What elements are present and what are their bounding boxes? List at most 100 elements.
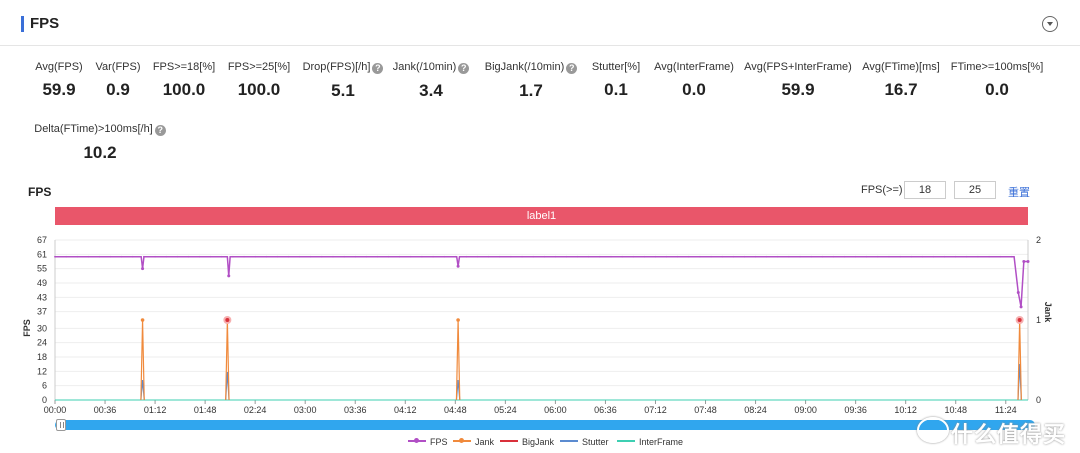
- metric-label: Stutter[%]: [546, 61, 686, 73]
- metric-label: FPS>=25[%]: [189, 61, 329, 73]
- fps-point: [954, 255, 957, 258]
- fps-point: [543, 255, 546, 258]
- metric-label-text: Avg(InterFrame): [654, 61, 734, 73]
- fps-point: [799, 255, 801, 258]
- metric-6: BigJank(/10min)? 1.7: [461, 61, 601, 101]
- help-icon[interactable]: ?: [566, 63, 578, 74]
- metric-value: 5.1: [331, 81, 355, 100]
- legend-item-bigjank[interactable]: BigJank: [500, 437, 554, 447]
- y-right-tick-label: 1: [1036, 315, 1041, 325]
- threshold-label: FPS(>=): [861, 184, 903, 196]
- metric-label: BigJank(/10min)?: [461, 61, 601, 74]
- fps-point: [843, 255, 846, 258]
- metric-label: Avg(FTime)[ms]: [831, 61, 971, 73]
- fps-point: [209, 255, 212, 258]
- stutter-spike: [225, 371, 230, 401]
- help-icon[interactable]: ?: [154, 125, 166, 136]
- help-icon[interactable]: ?: [458, 63, 470, 74]
- panel-header: FPS: [0, 0, 1080, 46]
- fps-point: [176, 255, 179, 258]
- y-tick-label: 49: [37, 278, 47, 288]
- legend-label: Stutter: [582, 437, 609, 447]
- x-tick-label: 10:48: [944, 405, 967, 415]
- metric-7: Stutter[%] 0.1: [546, 61, 686, 100]
- legend-label: FPS: [430, 437, 448, 447]
- metric-value: 0.9: [106, 80, 130, 99]
- fps-point: [298, 255, 301, 258]
- x-tick-label: 05:24: [494, 405, 517, 415]
- fps-point: [610, 255, 612, 258]
- fps-point: [265, 255, 268, 258]
- metric-value: 16.7: [884, 80, 918, 99]
- fps-point: [365, 255, 368, 258]
- fps-point: [910, 255, 913, 258]
- header-accent-bar: [21, 16, 24, 32]
- slider-handle[interactable]: [56, 419, 66, 431]
- metric-0: Avg(FPS) 59.9: [0, 61, 129, 100]
- help-icon[interactable]: ?: [372, 63, 384, 74]
- metric-value: 100.0: [237, 80, 281, 99]
- metric-3: FPS>=25[%] 100.0: [189, 61, 329, 100]
- series-fps: [55, 255, 1028, 308]
- metric-value: 59.9: [781, 80, 815, 99]
- fps-point: [988, 255, 990, 258]
- metric-label: Avg(FPS+InterFrame): [728, 61, 868, 73]
- fps-point: [120, 255, 123, 258]
- legend-swatch: [560, 440, 578, 442]
- fps-point: [398, 255, 401, 258]
- legend-item-interframe[interactable]: InterFrame: [617, 437, 683, 447]
- threshold-input-1[interactable]: [904, 181, 946, 199]
- fps-point: [131, 255, 134, 258]
- reset-button[interactable]: 重置: [1008, 187, 1030, 199]
- fps-point: [876, 255, 879, 258]
- legend-item-jank[interactable]: Jank: [453, 437, 494, 447]
- y-right-tick-label: 0: [1036, 395, 1041, 405]
- y-tick-label: 43: [37, 292, 47, 302]
- legend-item-fps[interactable]: FPS: [408, 437, 448, 447]
- metric-label: FTime>=100ms[%]: [927, 61, 1067, 73]
- fps-point: [687, 255, 690, 258]
- fps-point: [220, 255, 223, 258]
- fps-point: [143, 255, 145, 258]
- metric-value: 1.7: [519, 81, 543, 100]
- metric-label-text: Var(FPS): [95, 61, 141, 73]
- metric-4: Drop(FPS)[/h]? 5.1: [273, 61, 413, 101]
- fps-point: [654, 255, 657, 258]
- metric-label-text: Avg(FPS): [35, 61, 83, 73]
- label-band[interactable]: label1: [55, 207, 1028, 225]
- stutter-spike: [140, 379, 145, 401]
- threshold-input-2[interactable]: [954, 181, 996, 199]
- fps-point: [510, 255, 512, 258]
- watermark-text: 什么值得买: [951, 422, 1067, 447]
- metric-label-text: Drop(FPS)[/h]: [302, 61, 371, 73]
- fps-point: [587, 255, 590, 258]
- y-right-tick-label: 2: [1036, 235, 1041, 245]
- metric-5: Jank(/10min)? 3.4: [361, 61, 501, 101]
- chevron-down-icon[interactable]: [1042, 16, 1058, 32]
- bigjank-point: [1017, 318, 1022, 322]
- metric-label: Avg(InterFrame): [624, 61, 764, 73]
- legend-label: BigJank: [522, 437, 555, 447]
- x-tick-label: 08:24: [744, 405, 767, 415]
- fps-point: [576, 255, 579, 258]
- fps-drop-point: [227, 274, 231, 278]
- badge-icon: [917, 417, 949, 443]
- metric-11: FTime>=100ms[%] 0.0: [927, 61, 1067, 100]
- fps-point: [98, 255, 101, 258]
- fps-point: [999, 255, 1002, 258]
- fps-point: [487, 255, 490, 258]
- fps-point: [198, 255, 201, 258]
- fps-point: [476, 255, 479, 258]
- fps-point: [743, 255, 746, 258]
- time-range-slider[interactable]: [55, 420, 1035, 430]
- fps-point: [76, 255, 79, 258]
- bigjank-marker: [223, 316, 232, 324]
- legend-item-stutter[interactable]: Stutter: [560, 437, 609, 447]
- x-tick-label: 10:12: [894, 405, 917, 415]
- watermark: 什么值得买: [915, 415, 1075, 447]
- fps-point: [387, 255, 390, 258]
- fps-point: [343, 255, 346, 258]
- metric-label: Avg(FPS): [0, 61, 129, 73]
- fps-point: [565, 255, 568, 258]
